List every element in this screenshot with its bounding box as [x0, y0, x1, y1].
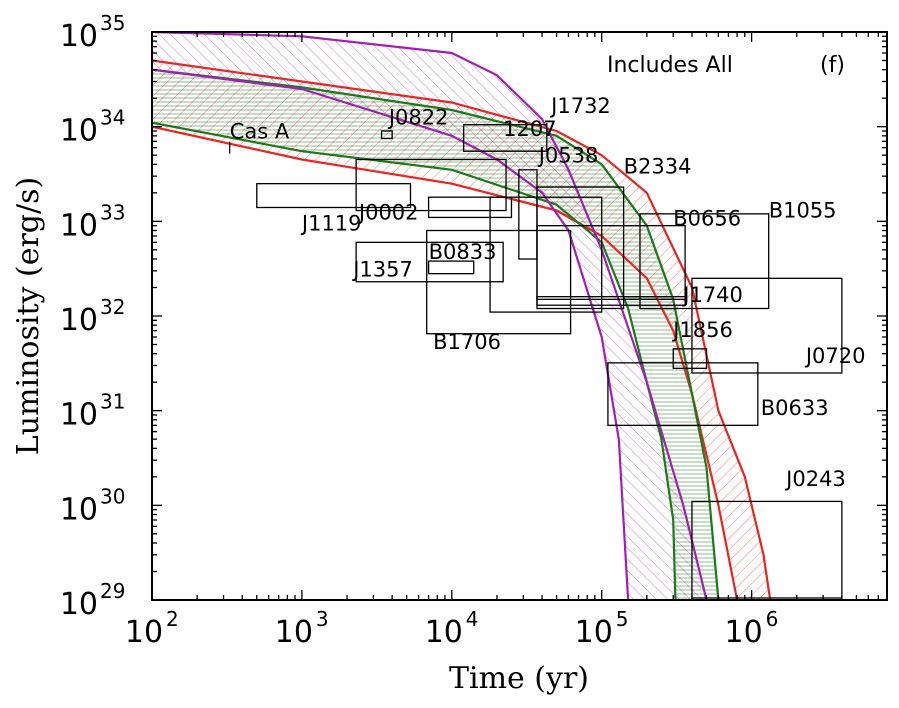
- source-box-b1055: [639, 213, 770, 310]
- y-tick-label: 10: [60, 587, 98, 622]
- y-tick-label: 10: [60, 398, 98, 433]
- annotation-includes-all: Includes All: [607, 53, 733, 78]
- source-label-b0833: B0833: [429, 240, 497, 264]
- source-label-b2334: B2334: [624, 155, 692, 179]
- source-box-b1706: [426, 229, 572, 335]
- y-axis-label: Luminosity (erg/s): [11, 177, 46, 455]
- source-label-j0243: J0243: [784, 467, 846, 491]
- source-label-j1357: J1357: [351, 258, 413, 282]
- source-label-j0538: J0538: [537, 143, 599, 167]
- source-box-j0720: [691, 277, 843, 374]
- y-tick-label: 10: [60, 208, 98, 243]
- red-band: [152, 60, 771, 600]
- source-label-j0822: J0822: [387, 106, 449, 130]
- source-box-j0243: [691, 500, 843, 599]
- source-label-b1055: B1055: [769, 198, 837, 222]
- source-box-j0538b: [536, 225, 686, 306]
- y-tick-label: 10: [60, 114, 98, 149]
- y-tick-exponent: 31: [100, 390, 125, 414]
- x-tick-label: 10: [575, 615, 613, 650]
- y-tick-exponent: 32: [100, 295, 125, 319]
- x-tick-label: 10: [275, 615, 313, 650]
- source-box-b0833: [355, 241, 504, 283]
- source-boxes: [229, 122, 843, 599]
- source-box-b0656: [427, 196, 513, 219]
- source-label-j0720: J0720: [804, 344, 866, 368]
- x-tick-label: 10: [125, 615, 163, 650]
- source-label-b0656: B0656: [673, 207, 741, 231]
- source-label-j1740: J1740: [681, 283, 743, 307]
- x-tick-exponent: 6: [766, 607, 779, 631]
- x-tick-exponent: 2: [166, 607, 179, 631]
- source-label-j1856: J1856: [671, 318, 733, 342]
- curve-purple-lower: [152, 68, 630, 600]
- x-tick-exponent: 3: [316, 607, 329, 631]
- y-tick-exponent: 35: [100, 11, 125, 35]
- y-tick-exponent: 33: [100, 200, 125, 224]
- y-tick-exponent: 29: [100, 579, 125, 603]
- x-tick-label: 10: [425, 615, 463, 650]
- x-tick-label: 10: [725, 615, 763, 650]
- y-tick-label: 10: [60, 492, 98, 527]
- y-tick-label: 10: [60, 19, 98, 54]
- source-label-j1119: J1119: [300, 212, 362, 236]
- x-axis-label: Time (yr): [449, 661, 589, 696]
- y-tick-label: 10: [60, 303, 98, 338]
- source-box-j0002: [355, 158, 507, 212]
- source-label-b1706: B1706: [433, 330, 501, 354]
- y-tick-exponent: 34: [100, 106, 125, 130]
- source-label-b0633: B0633: [761, 396, 829, 420]
- source-box-j1119: [256, 183, 412, 209]
- source-label-j1732: J1732: [549, 94, 611, 118]
- curve-red-upper: [152, 59, 772, 600]
- source-box-j0822: [380, 130, 393, 140]
- annotation-panel-letter: (f): [820, 53, 845, 78]
- axis-ticks: [151, 31, 888, 601]
- source-label-cas-a: Cas A: [230, 119, 290, 143]
- source-box-b0633: [607, 362, 759, 426]
- source-box-j1856: [672, 348, 708, 369]
- x-tick-exponent: 5: [616, 607, 629, 631]
- source-label-1207: 1207: [503, 117, 556, 141]
- source-box-j1357b: [489, 196, 603, 313]
- source-box-j1357: [427, 260, 475, 275]
- source-label-j0002: J0002: [357, 200, 419, 224]
- curve-purple-upper: [152, 32, 708, 600]
- cooling-bands: [152, 32, 771, 600]
- source-box-1207: [463, 124, 548, 152]
- curve-green-lower: [152, 121, 677, 600]
- y-tick-exponent: 30: [100, 484, 125, 508]
- x-tick-exponent: 4: [466, 607, 479, 631]
